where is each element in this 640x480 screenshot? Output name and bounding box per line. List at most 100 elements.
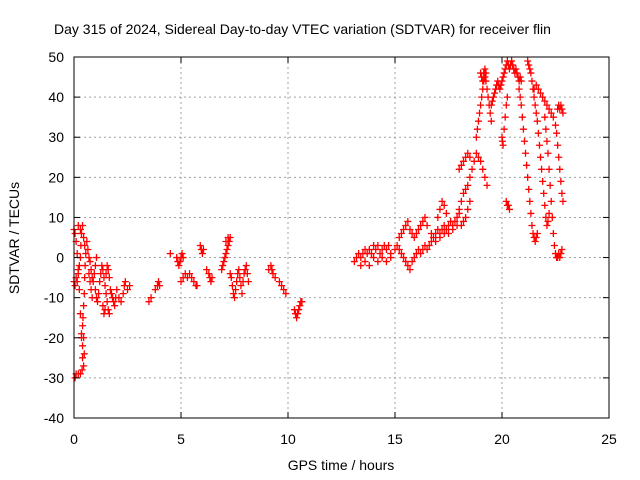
data-point [91, 262, 99, 270]
y-tick-label: 40 [48, 89, 64, 105]
data-point [525, 185, 533, 193]
data-point [107, 290, 115, 298]
data-point [367, 250, 375, 258]
data-point [205, 270, 213, 278]
data-point [499, 73, 507, 81]
data-point [504, 201, 512, 209]
data-point [412, 229, 420, 237]
data-point [457, 221, 465, 229]
data-point [527, 69, 535, 77]
data-point [512, 65, 520, 73]
data-point [395, 246, 403, 254]
data-point [178, 250, 186, 258]
data-point [229, 290, 237, 298]
data-point [231, 294, 238, 302]
data-point [436, 234, 444, 241]
data-point [104, 266, 112, 274]
data-point [462, 185, 470, 193]
data-point [442, 209, 450, 217]
data-point [83, 238, 91, 246]
data-point [501, 113, 509, 121]
data-point [558, 105, 566, 113]
data-point [74, 270, 82, 278]
data-point [520, 137, 528, 145]
data-point [549, 229, 557, 237]
x-tick-label: 5 [177, 431, 185, 447]
data-point [464, 205, 472, 213]
data-point [557, 101, 565, 109]
data-point [402, 258, 410, 266]
data-point [126, 282, 134, 290]
data-point [518, 113, 526, 121]
data-point [80, 290, 88, 298]
data-point [534, 129, 542, 137]
data-point [282, 290, 290, 298]
data-point [176, 258, 184, 266]
data-point [199, 246, 207, 254]
data-point [540, 189, 548, 197]
x-tick-label: 10 [280, 431, 296, 447]
data-point [76, 310, 84, 318]
data-point [87, 266, 95, 274]
data-point [466, 173, 474, 181]
data-point [451, 217, 459, 225]
data-point [397, 229, 405, 237]
data-point [186, 270, 194, 278]
data-point [543, 101, 551, 109]
data-point [151, 286, 159, 294]
data-point [459, 189, 467, 197]
data-point [295, 306, 303, 314]
data-point [545, 105, 553, 113]
data-point [410, 234, 418, 241]
data-point [79, 342, 87, 350]
data-point [71, 229, 79, 237]
data-point [449, 225, 457, 233]
data-point [556, 165, 564, 173]
data-point [462, 213, 470, 221]
data-point [516, 73, 524, 81]
data-point [278, 282, 286, 290]
data-point [88, 274, 96, 282]
data-point [549, 113, 557, 121]
data-point [482, 69, 490, 77]
data-point [559, 197, 567, 205]
data-point [523, 161, 531, 169]
data-point [92, 294, 100, 302]
data-point [80, 334, 88, 342]
data-point [235, 266, 243, 274]
data-point [532, 81, 540, 89]
data-point [522, 149, 530, 157]
data-point [466, 153, 474, 161]
data-point [293, 314, 301, 322]
data-point [432, 238, 440, 246]
data-point [486, 109, 494, 117]
data-point [499, 141, 507, 149]
data-point [526, 65, 534, 73]
data-point [385, 242, 393, 250]
data-point [497, 81, 505, 89]
data-point [557, 177, 565, 185]
data-point [527, 209, 535, 217]
data-point [557, 250, 565, 258]
data-point [208, 274, 216, 282]
data-point [410, 254, 418, 262]
data-point [400, 254, 408, 262]
data-point [438, 197, 446, 205]
data-point [539, 177, 547, 185]
data-point [85, 254, 93, 262]
data-point [552, 121, 559, 129]
data-point [121, 278, 129, 286]
data-point [472, 133, 480, 141]
data-point [110, 298, 118, 306]
data-point [526, 197, 534, 205]
data-point [175, 262, 183, 270]
data-point [442, 225, 450, 233]
data-point [402, 221, 410, 229]
data-point [531, 238, 539, 246]
data-point [468, 165, 476, 173]
data-point [427, 229, 435, 237]
data-point [71, 282, 79, 290]
y-tick-label: -30 [44, 370, 64, 386]
data-point [406, 266, 414, 274]
